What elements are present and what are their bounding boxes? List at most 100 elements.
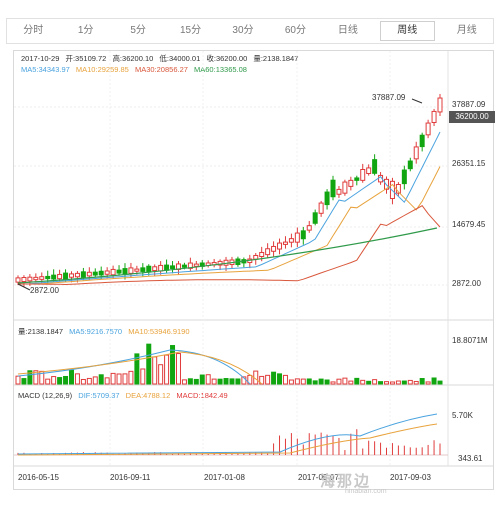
- volume-bar-23: [152, 356, 158, 385]
- candle-body-29: [187, 262, 193, 269]
- info-high: 高:36200.10: [112, 54, 154, 63]
- volume-bar-24: [158, 364, 164, 385]
- candle-body-44: [277, 242, 283, 250]
- price-info-row: 2017-10-29 开:35109.72 高:36200.10 低:34000…: [21, 53, 302, 64]
- volume-bar-43: [271, 371, 277, 385]
- watermark-logo: 海那边: [320, 473, 372, 490]
- info-low: 低:34000.01: [159, 54, 201, 63]
- volume-bar-32: [205, 374, 211, 385]
- candle-body-18: [122, 268, 128, 275]
- candle-body-50: [312, 212, 318, 224]
- volume-bar-22: [146, 343, 152, 385]
- volume-bar-13: [92, 376, 98, 385]
- volume-bar-70: [431, 377, 437, 385]
- volume-bar-6: [51, 376, 57, 385]
- tab-0[interactable]: 分时: [23, 25, 44, 36]
- volume-bar-19: [128, 370, 134, 385]
- macd-axis-label-top: 5.70K: [452, 411, 473, 420]
- volume-bar-48: [300, 378, 306, 385]
- volume-info-row: 量:2138.1847 MA5:9216.7570 MA10:53946.919…: [18, 326, 194, 337]
- volume-bar-0: [15, 375, 21, 385]
- volume-bar-37: [235, 378, 241, 385]
- tab-8[interactable]: 月线: [456, 25, 477, 36]
- price-axis-label-top: 37887.09: [452, 100, 486, 109]
- macd-info-row: MACD (12,26,9) DIF:5709.37 DEA:4788.12 M…: [18, 391, 232, 400]
- volume-bar-60: [372, 379, 378, 385]
- volume-bar-47: [294, 378, 300, 385]
- candle-body-12: [86, 271, 92, 277]
- volume-bar-71: [437, 380, 443, 385]
- tab-2[interactable]: 5分: [130, 25, 146, 36]
- volume-bar-20: [134, 353, 140, 385]
- volume-bar-42: [265, 374, 271, 385]
- candle-body-24: [158, 264, 164, 272]
- candle-body-56: [348, 179, 354, 187]
- volume-bar-8: [63, 375, 69, 385]
- volume-bar-28: [181, 379, 187, 385]
- vol-ma10-label: MA10:53946.9190: [128, 327, 190, 336]
- tab-3[interactable]: 15分: [179, 25, 202, 36]
- candle-body-45: [282, 241, 288, 245]
- macd-dif: DIF:5709.37: [78, 391, 120, 400]
- candle-body-17: [116, 269, 122, 274]
- candle-body-65: [401, 169, 407, 185]
- tab-4[interactable]: 30分: [232, 25, 254, 36]
- candle-body-70: [431, 110, 437, 124]
- info-volume: 量:2138.1847: [253, 54, 299, 63]
- volume-bar-21: [140, 368, 146, 385]
- candle-body-14: [98, 270, 104, 276]
- candle-body-6: [51, 274, 57, 280]
- candle-body-1: [21, 276, 27, 283]
- high-marker-pointer: [411, 98, 423, 104]
- candle-body-41: [259, 252, 265, 258]
- tab-5[interactable]: 60分: [284, 25, 306, 36]
- volume-bar-52: [324, 379, 330, 385]
- volume-bar-69: [425, 381, 431, 385]
- volume-bar-12: [86, 377, 92, 385]
- macd-dea-line: [17, 423, 438, 456]
- volume-bar-62: [384, 381, 390, 385]
- date-axis-label-2: 2016-09-11: [110, 473, 151, 482]
- volume-bar-7: [57, 377, 63, 385]
- volume-bar-31: [199, 374, 205, 385]
- candle-body-63: [389, 180, 395, 200]
- volume-bar-3: [33, 370, 39, 385]
- volume-bar-5: [45, 378, 51, 385]
- volume-bar-64: [395, 380, 401, 385]
- candle-body-15: [104, 270, 110, 275]
- candle-body-48: [300, 230, 306, 240]
- ma5-line: [18, 131, 441, 285]
- candle-body-10: [74, 272, 80, 278]
- candle-body-8: [63, 272, 69, 280]
- candle-body-59: [366, 167, 372, 174]
- candle-body-9: [68, 273, 74, 278]
- candle-body-2: [27, 276, 33, 282]
- ma60-line: [17, 227, 438, 284]
- candle-body-30: [193, 263, 199, 267]
- volume-bar-49: [306, 378, 312, 385]
- candle-body-20: [134, 268, 140, 272]
- watermark-url: hinabian.com: [345, 488, 387, 495]
- volume-bar-18: [122, 373, 128, 385]
- volume-bar-30: [193, 378, 199, 385]
- price-axis-label-2: 26351.15: [452, 159, 486, 168]
- candle-body-51: [318, 202, 324, 214]
- volume-bar-46: [288, 379, 294, 385]
- candle-body-68: [419, 134, 425, 148]
- tab-6[interactable]: 日线: [337, 25, 358, 36]
- candle-body-40: [253, 254, 259, 260]
- candle-body-43: [271, 245, 277, 252]
- candle-body-4: [39, 276, 45, 280]
- tab-7[interactable]: 周线: [380, 21, 435, 41]
- volume-bar-59: [366, 380, 372, 385]
- volume-bar-29: [187, 378, 193, 385]
- tab-1[interactable]: 1分: [77, 25, 94, 36]
- candle-body-21: [140, 267, 146, 272]
- candle-body-66: [407, 160, 413, 170]
- volume-bar-55: [342, 377, 348, 385]
- macd-dea: DEA:4788.12: [125, 391, 171, 400]
- candle-body-11: [80, 271, 86, 278]
- candle-body-5: [45, 275, 51, 280]
- volume-bar-9: [68, 369, 74, 385]
